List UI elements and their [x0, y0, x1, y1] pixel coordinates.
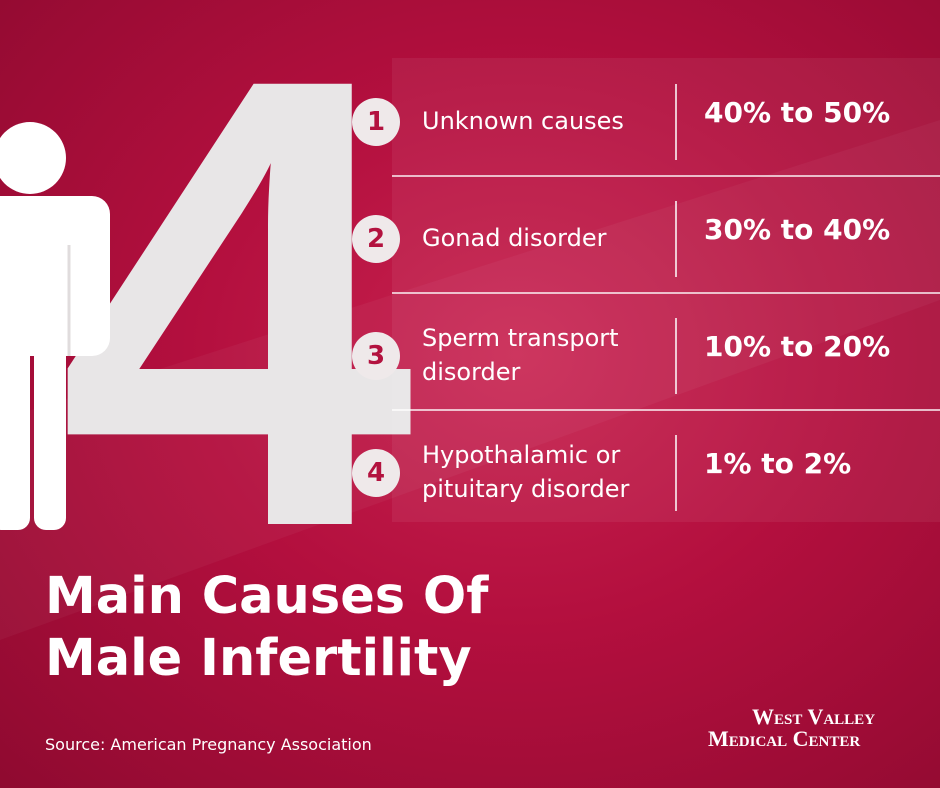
divider — [675, 318, 677, 394]
cause-text: Sperm transport disorder — [422, 324, 619, 386]
range-text: 30% to 40% — [704, 212, 891, 246]
range-text: 1% to 2% — [704, 446, 852, 480]
title-line: Male Infertility — [45, 629, 472, 688]
row-separator — [392, 292, 940, 294]
divider — [675, 84, 677, 160]
row-number: 1 — [352, 98, 400, 146]
cause-row: 3 Sperm transport disorder 10% to 20% — [350, 298, 940, 414]
title: Main Causes Of Male Infertility — [45, 566, 488, 690]
logo: West Valley Medical Center — [708, 706, 875, 750]
person-icon — [0, 122, 110, 530]
divider — [675, 435, 677, 511]
row-separator — [392, 409, 940, 411]
cause-text: Gonad disorder — [422, 224, 607, 253]
cause-row: 1 Unknown causes 40% to 50% — [350, 64, 940, 180]
light-band — [0, 120, 940, 640]
logo-line: West Valley — [752, 704, 876, 729]
causes-panel — [392, 58, 940, 522]
cause-row: 2 Gonad disorder 30% to 40% — [350, 181, 940, 297]
source: Source: American Pregnancy Association — [45, 735, 372, 754]
range-text: 10% to 20% — [704, 329, 891, 363]
row-number: 2 — [352, 215, 400, 263]
cause-text: Hypothalamic or pituitary disorder — [422, 441, 630, 503]
row-number: 3 — [352, 332, 400, 380]
row-number: 4 — [352, 449, 400, 497]
title-line: Main Causes Of — [45, 567, 489, 626]
logo-line: Medical Center — [708, 726, 861, 751]
row-separator — [392, 175, 940, 177]
range-text: 40% to 50% — [704, 95, 891, 129]
divider — [675, 201, 677, 277]
cause-row: 4 Hypothalamic or pituitary disorder 1% to… — [350, 415, 940, 531]
cause-text: Unknown causes — [422, 107, 624, 136]
